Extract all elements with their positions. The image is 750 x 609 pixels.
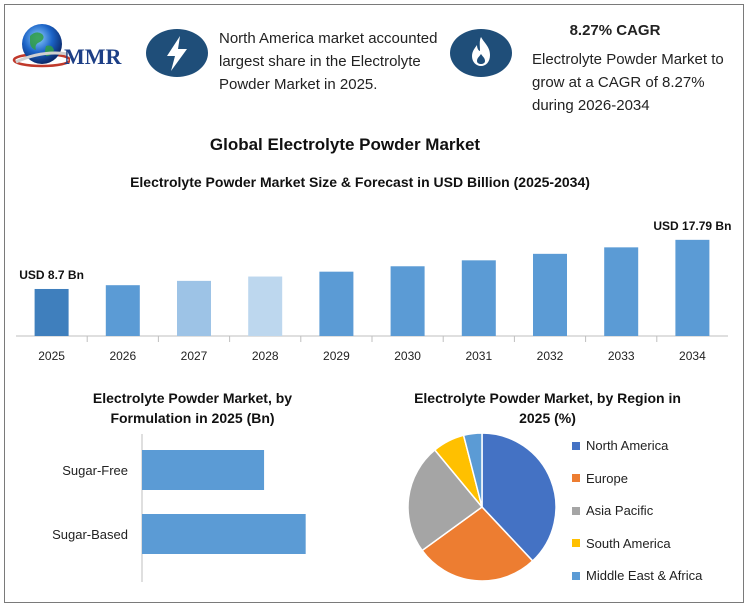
x-tick-label: 2026	[109, 349, 136, 363]
bar-sugar-free	[142, 450, 265, 490]
bar-sugar-based	[142, 514, 306, 554]
legend-item: Europe	[572, 471, 628, 487]
globe-icon	[12, 24, 70, 68]
pie-slice-europe	[421, 506, 534, 582]
legend-swatch	[572, 571, 580, 580]
bar-2026	[105, 285, 140, 336]
pie-slice-asia-pacific	[407, 448, 484, 552]
legend-label: Middle East & Africa	[586, 568, 703, 583]
legend-label: Asia Pacific	[586, 503, 654, 518]
bar-2031	[461, 260, 496, 336]
legend-item: Asia Pacific	[572, 503, 653, 519]
bar-annotation-2025: USD 8.7 Bn	[19, 268, 84, 282]
bar-2030	[390, 266, 425, 336]
bar-2029	[319, 271, 354, 336]
bar-annotation-2034: USD 17.79 Bn	[653, 219, 731, 233]
bar-2027	[177, 280, 211, 336]
cagr-description: Electrolyte Powder Market to grow at a C…	[532, 51, 724, 114]
bar-2034	[675, 239, 710, 336]
x-tick-label: 2025	[38, 349, 65, 363]
legend-item: Middle East & Africa	[572, 568, 702, 584]
flame-icon	[450, 29, 512, 77]
formulation-chart-title: Electrolyte Powder Market, by Formulatio…	[92, 390, 293, 426]
region-pie-chart	[407, 432, 557, 582]
x-tick-label: 2027	[181, 349, 208, 363]
north-america-info: North America market accounted largest s…	[219, 30, 438, 93]
legend-swatch	[572, 441, 580, 450]
bar-2032	[533, 253, 567, 336]
pie-slice-north-america	[481, 432, 557, 563]
bar-2033	[604, 247, 639, 336]
y-tick-label: Sugar-Free	[62, 463, 128, 478]
x-tick-label: 2031	[465, 349, 492, 363]
legend-swatch	[572, 539, 580, 548]
legend-label: Europe	[586, 470, 628, 486]
legend-item: South America	[572, 536, 671, 552]
bar-2025	[34, 288, 69, 336]
formulation-bar-chart: Sugar-Free Sugar-Based	[52, 434, 306, 582]
region-legend: North America Europe Asia Pacific South Ame…	[572, 438, 742, 588]
legend-item: North America	[572, 438, 668, 454]
pie-slice-middle-east-africa	[462, 432, 483, 508]
main-title: Global Electrolyte Powder Market	[209, 135, 481, 154]
x-tick-label: 2029	[323, 349, 350, 363]
y-tick-label: Sugar-Based	[52, 527, 128, 542]
logo: MMR	[8, 16, 138, 76]
legend-label: North America	[586, 438, 669, 453]
x-tick-label: 2028	[252, 349, 279, 363]
bar-2028	[248, 276, 283, 336]
x-tick-label: 2030	[394, 349, 421, 363]
lightning-icon	[146, 29, 208, 77]
region-chart-title: Electrolyte Powder Market, by Region in …	[414, 390, 681, 426]
logo-text: MMR	[64, 44, 122, 69]
x-tick-label: 2032	[537, 349, 564, 363]
legend-swatch	[572, 474, 580, 483]
legend-label: South America	[586, 535, 671, 551]
bar-chart-title: Electrolyte Powder Market Size & Forecas…	[130, 174, 590, 190]
legend-swatch	[572, 506, 580, 515]
x-tick-label: 2034	[679, 349, 706, 363]
x-tick-label: 2033	[608, 349, 635, 363]
market-size-bar-chart: 2025 2026 2027 2028 2029 2030 2031 2032 2033 2034…	[16, 219, 731, 363]
infographic-frame	[4, 4, 744, 603]
cagr-title: 8.27% CAGR	[569, 22, 661, 39]
